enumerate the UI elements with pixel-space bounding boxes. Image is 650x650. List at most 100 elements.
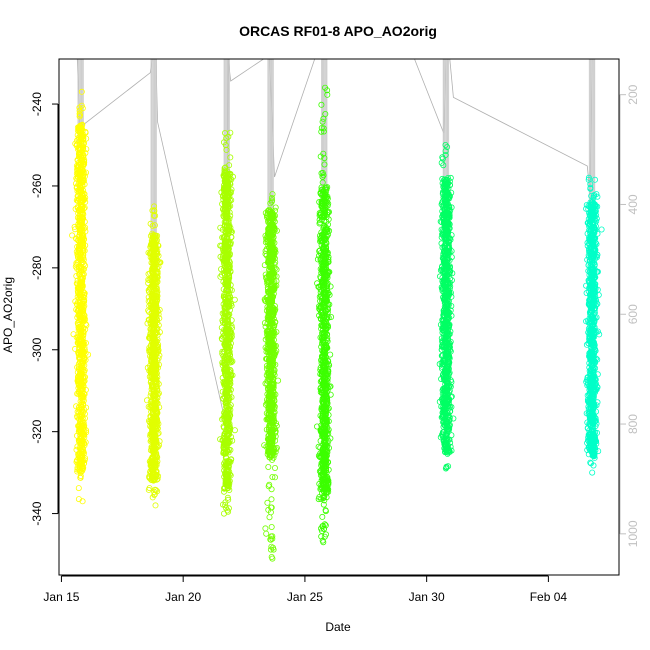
data-point — [153, 441, 160, 448]
data-point — [147, 220, 154, 227]
data-point — [75, 150, 82, 157]
data-point — [76, 419, 83, 426]
data-point — [80, 145, 87, 152]
data-point — [79, 215, 86, 222]
data-point — [80, 211, 87, 218]
data-point — [319, 513, 326, 520]
data-point — [262, 525, 269, 532]
data-point — [77, 251, 84, 258]
data-point — [82, 262, 89, 269]
data-point — [75, 305, 82, 312]
data-point — [79, 167, 86, 174]
data-point — [77, 205, 84, 212]
data-point — [78, 367, 85, 374]
data-point — [74, 175, 81, 182]
data-point — [80, 225, 87, 232]
data-point — [81, 159, 88, 166]
data-point — [70, 331, 77, 338]
data-point — [69, 232, 76, 239]
data-point — [77, 159, 84, 166]
data-point — [72, 345, 79, 352]
data-point — [77, 187, 84, 194]
data-point — [77, 229, 84, 236]
data-point — [77, 210, 84, 217]
data-point — [263, 530, 270, 537]
data-point — [78, 130, 85, 137]
data-point — [78, 206, 85, 213]
data-point — [77, 316, 84, 323]
data-point — [74, 364, 81, 371]
data-point — [76, 141, 83, 148]
data-point — [77, 249, 84, 256]
data-point — [78, 305, 85, 312]
data-point — [74, 188, 81, 195]
data-point — [77, 198, 84, 205]
data-point — [80, 393, 87, 400]
data-point — [77, 432, 84, 439]
data-point — [76, 219, 83, 226]
data-point — [151, 208, 158, 215]
data-point — [79, 359, 86, 366]
data-point — [74, 127, 81, 134]
data-point — [77, 387, 84, 394]
flight-points-3 — [217, 129, 238, 517]
data-point — [82, 149, 89, 156]
data-point — [77, 369, 84, 376]
flight-points-6 — [436, 141, 457, 472]
data-point — [78, 409, 85, 416]
data-point — [76, 423, 83, 430]
data-point — [75, 321, 82, 328]
data-point — [268, 524, 275, 531]
data-point — [75, 360, 82, 367]
data-point — [80, 409, 87, 416]
data-point — [79, 283, 86, 290]
data-point — [75, 388, 82, 395]
data-point — [81, 173, 88, 180]
data-point — [74, 408, 81, 415]
data-point — [73, 334, 80, 341]
data-point — [75, 167, 82, 174]
data-point — [76, 113, 83, 120]
data-point — [151, 491, 158, 498]
data-point — [79, 392, 86, 399]
data-point — [146, 302, 153, 309]
data-point — [79, 300, 86, 307]
data-point — [80, 233, 87, 240]
data-point — [76, 107, 83, 114]
data-points-layer — [69, 84, 605, 562]
data-point — [268, 486, 275, 493]
data-point — [77, 181, 84, 188]
data-point — [268, 496, 275, 503]
data-point — [80, 239, 87, 246]
data-point — [80, 324, 87, 331]
data-point — [81, 312, 88, 319]
data-point — [82, 129, 89, 136]
data-point — [80, 316, 87, 323]
data-point — [155, 473, 162, 480]
data-point — [81, 294, 88, 301]
data-point — [145, 486, 152, 493]
data-point — [77, 474, 84, 481]
flight-points-4 — [261, 191, 282, 562]
data-point — [146, 285, 153, 292]
data-point — [266, 514, 273, 521]
data-point — [80, 427, 87, 434]
data-point — [76, 325, 83, 332]
data-point — [79, 339, 86, 346]
flight-points-2 — [143, 203, 164, 509]
data-point — [151, 222, 158, 229]
data-point — [77, 351, 84, 358]
data-point — [74, 293, 81, 300]
data-point — [80, 173, 87, 180]
data-point — [75, 451, 82, 458]
data-point — [76, 415, 83, 422]
data-point — [80, 177, 87, 184]
data-point — [74, 377, 81, 384]
data-point — [78, 373, 85, 380]
x-axis-label: Date — [325, 620, 351, 634]
data-point — [74, 287, 81, 294]
data-point — [149, 290, 156, 297]
data-point — [77, 299, 84, 306]
data-point — [81, 415, 88, 422]
data-point — [77, 349, 84, 356]
